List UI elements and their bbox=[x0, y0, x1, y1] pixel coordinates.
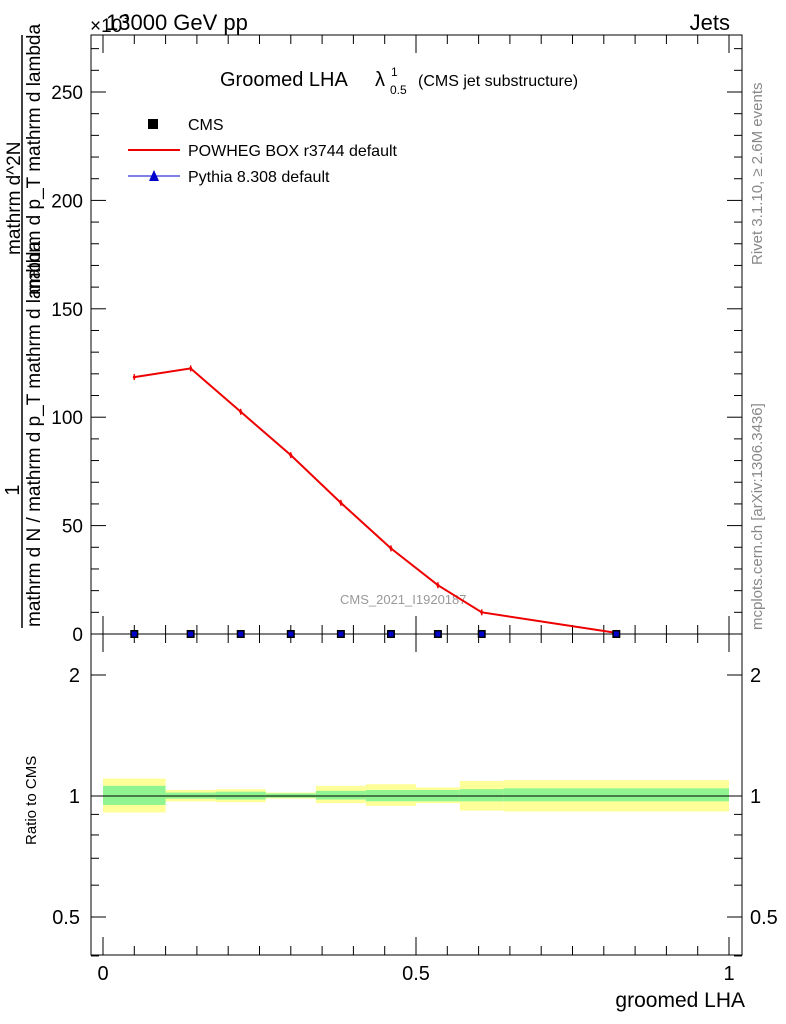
pythia-point bbox=[388, 631, 394, 637]
y-tick-label-top: 250 bbox=[51, 83, 83, 104]
pythia-point bbox=[435, 631, 441, 637]
ylabel-denominator: mathrm d N / mathrm d p_T mathrm d lambd… bbox=[24, 240, 45, 627]
legend-title-sub: 0.5 bbox=[390, 83, 407, 97]
y-tick-label-bottom: 2 bbox=[69, 665, 80, 687]
band-inner bbox=[459, 789, 504, 802]
powheg-point bbox=[436, 583, 440, 587]
tick-labels: 50 100 150 200 250 0 0 0.5 1 0.5 0.5 1 1 2 2 bbox=[51, 83, 778, 985]
powheg-point bbox=[339, 501, 343, 505]
legend-label-pythia: Pythia 8.308 default bbox=[188, 169, 330, 186]
y-axis-label-bottom: Ratio to CMS bbox=[23, 756, 40, 845]
powheg-point bbox=[480, 610, 484, 614]
legend-title-lambda: λ bbox=[375, 69, 385, 91]
powheg-point bbox=[389, 546, 393, 550]
pythia-point bbox=[613, 631, 619, 637]
legend-title-sup: 1 bbox=[391, 65, 398, 79]
ylabel-numerator: mathrm d^2N bbox=[4, 142, 25, 255]
rivet-version-label: Rivet 3.1.10, ≥ 2.6M events bbox=[749, 83, 766, 266]
y-tick-label-top: 100 bbox=[51, 408, 83, 429]
series-layer bbox=[130, 365, 621, 638]
energy-label: 13000 GeV pp bbox=[106, 10, 248, 35]
x-axis-label: groomed LHA bbox=[615, 989, 745, 1012]
pythia-point bbox=[188, 631, 194, 637]
scale-prefix: ×10 bbox=[90, 16, 122, 37]
legend-label-cms: CMS bbox=[188, 117, 224, 134]
y-tick-label-bottom: 0.5 bbox=[52, 907, 80, 929]
y-tick-label-bottom-right: 0.5 bbox=[750, 907, 778, 929]
powheg-point bbox=[239, 410, 243, 414]
x-tick-label: 0.5 bbox=[402, 963, 430, 985]
axis-ticks bbox=[91, 35, 742, 957]
band-inner bbox=[315, 790, 366, 800]
y-tick-label-bottom-right: 1 bbox=[750, 786, 761, 808]
y-tick-label-bottom: 1 bbox=[69, 786, 80, 808]
powheg-point bbox=[189, 366, 193, 370]
powheg-point bbox=[132, 375, 136, 379]
powheg-point bbox=[289, 453, 293, 457]
scale-exponent: 3 bbox=[122, 11, 129, 26]
y-tick-label-top: 0 bbox=[72, 625, 83, 646]
y-tick-label-top: 150 bbox=[51, 300, 83, 321]
ylabel-one: 1 bbox=[2, 484, 24, 495]
legend: Groomed LHA λ 1 0.5 (CMS jet substructur… bbox=[128, 65, 578, 186]
legend-title-main: Groomed LHA bbox=[220, 69, 348, 91]
band-inner bbox=[103, 785, 166, 805]
mcplots-label: mcplots.cern.ch [arXiv:1306.3436] bbox=[749, 403, 766, 630]
pythia-point bbox=[338, 631, 344, 637]
y-tick-label-bottom-right: 2 bbox=[750, 665, 761, 687]
y-axis-label-top: 1 mathrm d N / mathrm d p_T mathrm d lam… bbox=[2, 24, 45, 628]
x-tick-label: 0 bbox=[97, 963, 108, 985]
analysis-watermark: CMS_2021_I1920187 bbox=[340, 592, 467, 607]
legend-marker-cms bbox=[148, 119, 158, 129]
pythia-point bbox=[288, 631, 294, 637]
band-inner bbox=[503, 788, 729, 802]
legend-marker-pythia bbox=[149, 170, 159, 181]
pythia-point bbox=[479, 631, 485, 637]
y-tick-label-top: 200 bbox=[51, 191, 83, 212]
legend-label-powheg: POWHEG BOX r3744 default bbox=[188, 143, 398, 160]
ylabel-numerator-tail: mathrm d p_T mathrm d lambda bbox=[24, 24, 45, 295]
legend-title-paren: (CMS jet substructure) bbox=[418, 73, 578, 90]
pythia-point bbox=[238, 631, 244, 637]
process-label: Jets bbox=[690, 10, 730, 35]
pythia-point bbox=[131, 631, 137, 637]
y-tick-label-top: 50 bbox=[62, 517, 83, 538]
x-tick-label: 1 bbox=[723, 963, 734, 985]
